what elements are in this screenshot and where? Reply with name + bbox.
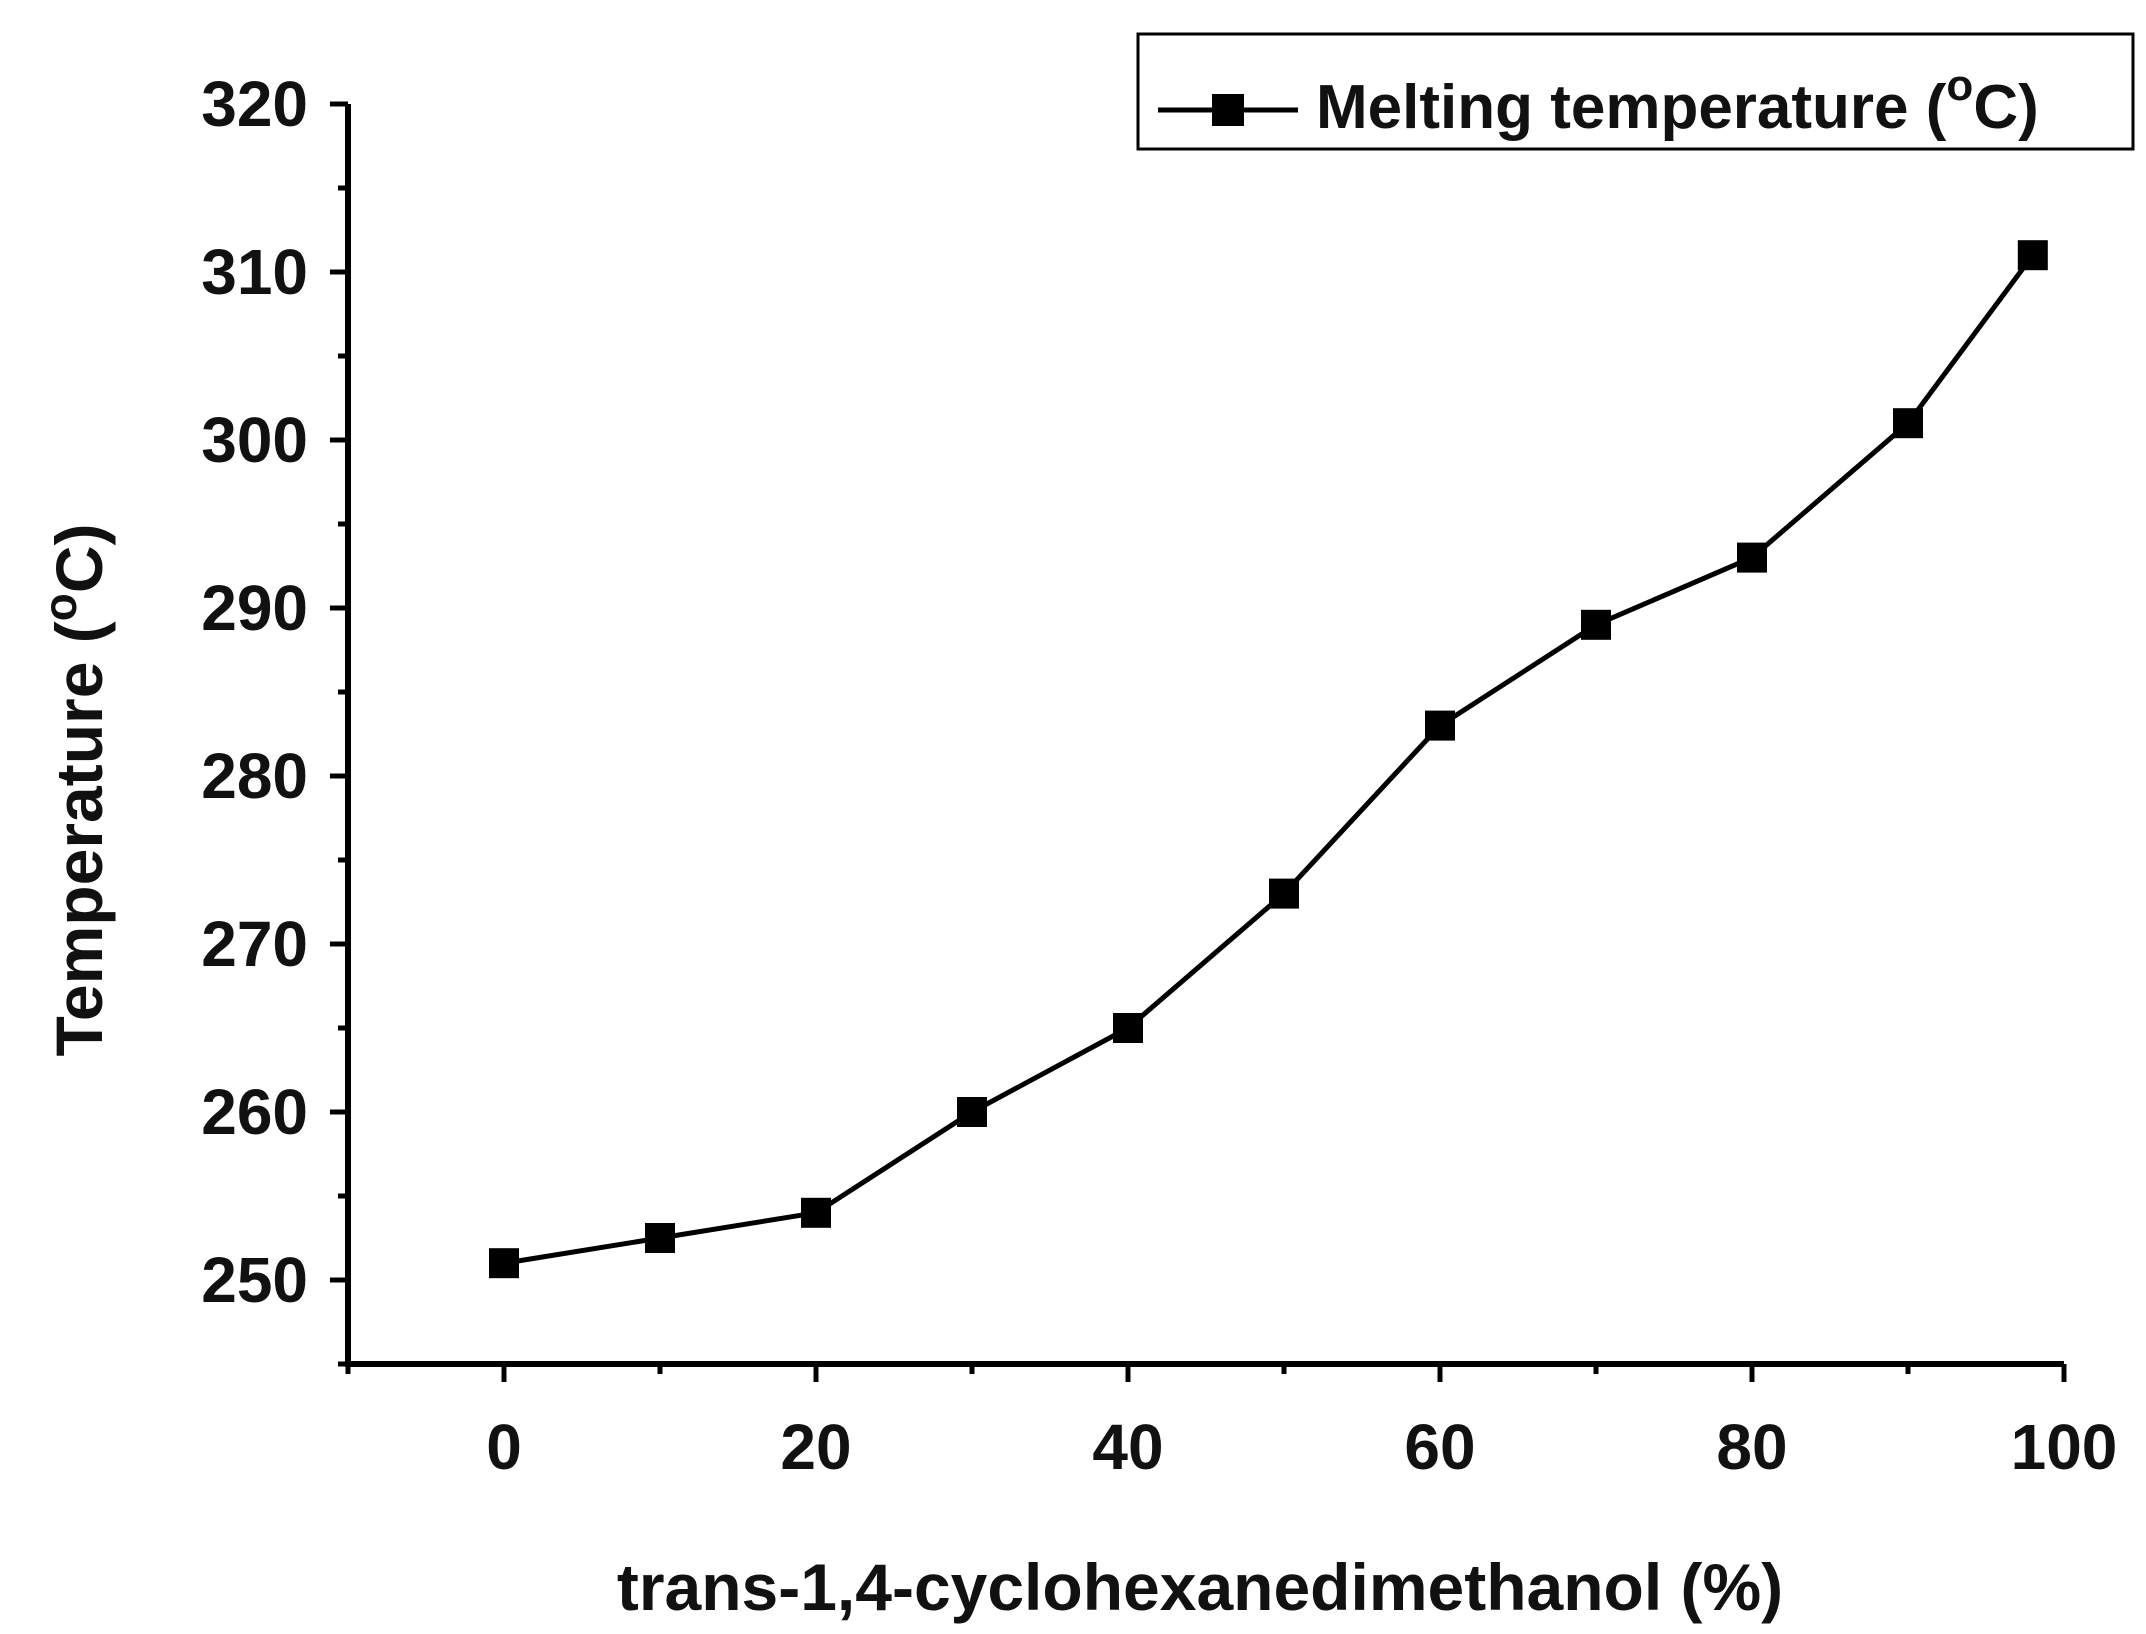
y-tick-label: 310: [201, 236, 308, 308]
legend: Melting temperature (oC): [1136, 32, 2135, 151]
y-tick-label: 250: [201, 1244, 308, 1316]
legend-label-degree: o: [1946, 61, 1973, 110]
y-tick-label: 280: [201, 740, 308, 812]
y-axis-title: Temperature (oC): [34, 524, 116, 1057]
x-tick-label: 20: [780, 1411, 851, 1483]
y-axis-title-unit: C): [42, 524, 116, 594]
series-line: [503, 253, 2035, 1266]
y-tick-label: 300: [201, 404, 308, 476]
data-point: [1113, 1013, 1143, 1043]
legend-marker-sample: [1212, 94, 1244, 126]
data-point: [957, 1097, 987, 1127]
x-tick-label: 60: [1404, 1411, 1475, 1483]
data-point: [645, 1223, 675, 1253]
legend-label-text: Melting temperature (: [1316, 73, 1947, 142]
legend-label-unit: C): [1973, 73, 2038, 142]
data-point: [1737, 542, 1767, 573]
data-point: [1893, 408, 1923, 439]
x-tick-label: 100: [2011, 1411, 2118, 1483]
series-layer: [489, 240, 2048, 1279]
y-axis-title-degree: o: [34, 593, 86, 621]
data-point: [801, 1197, 831, 1228]
legend-box: [1136, 32, 2135, 151]
x-tick-label: 40: [1092, 1411, 1163, 1483]
data-point: [1425, 710, 1455, 741]
y-tick-label: 270: [201, 908, 308, 980]
y-tick-label: 320: [201, 68, 308, 140]
x-tick-label: 80: [1716, 1411, 1787, 1483]
y-ticks: 250 260 270 280 290 300 310 320: [201, 68, 348, 1367]
x-tick-label: 0: [486, 1411, 522, 1483]
data-point: [2017, 240, 2048, 271]
data-point: [1581, 609, 1611, 640]
y-tick-label: 260: [201, 1076, 308, 1148]
x-ticks: 0 20 40 60 80 100: [345, 1364, 2118, 1483]
y-axis-title-text: Temperature (: [42, 621, 116, 1056]
data-point: [489, 1248, 519, 1279]
axes: 250 260 270 280 290 300 310 320 0 20 40 60 80 100: [201, 68, 2117, 1483]
y-tick-label: 290: [201, 572, 308, 644]
data-point: [1269, 878, 1299, 909]
legend-label: Melting temperature (oC): [1316, 61, 2039, 142]
x-axis-title: trans-1,4-cyclohexanedimethanol (%): [617, 1550, 1783, 1624]
